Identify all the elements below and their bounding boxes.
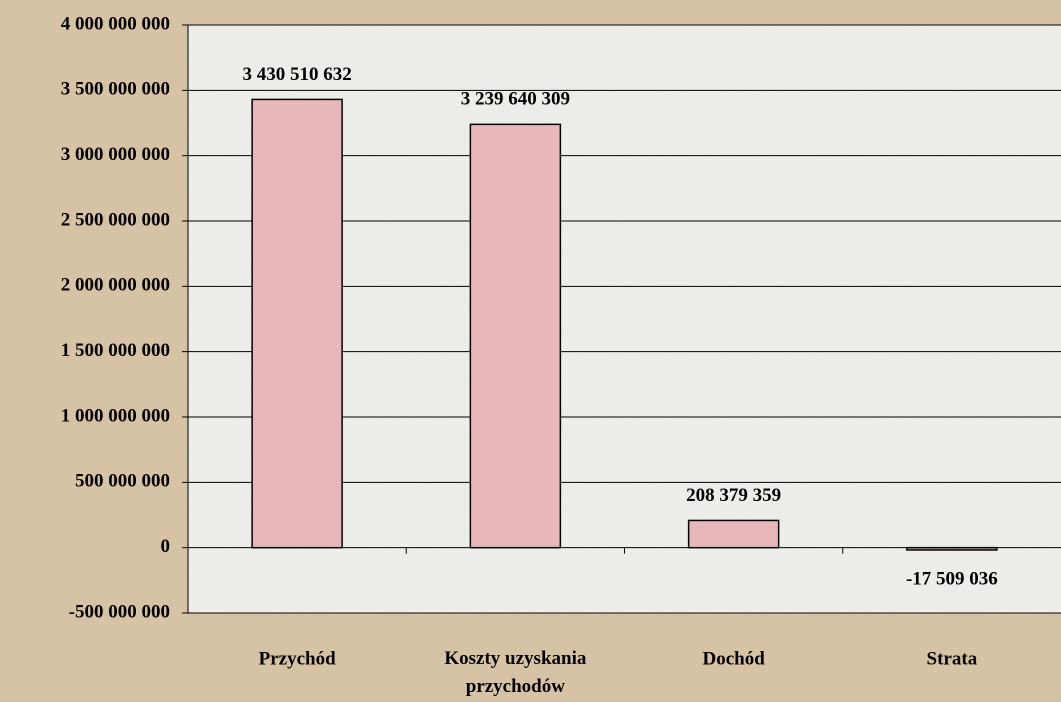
value-label: 3 430 510 632: [243, 64, 352, 85]
y-tick-label: 4 000 000 000: [61, 13, 170, 34]
y-tick-label: 1 500 000 000: [61, 340, 170, 361]
y-tick-label: 3 500 000 000: [61, 79, 170, 100]
y-tick-label: 1 000 000 000: [61, 405, 170, 426]
x-tick-label: Przychód: [259, 648, 336, 669]
bar: [906, 546, 998, 551]
y-tick-label: 0: [161, 536, 171, 557]
y-tick-label: -500 000 000: [69, 601, 170, 622]
x-tick-label: Strata: [927, 648, 978, 669]
y-tick-label: 3 000 000 000: [61, 144, 170, 165]
value-label: 208 379 359: [686, 485, 781, 506]
bar: [251, 98, 343, 549]
x-tick-label: Dochód: [702, 648, 765, 669]
y-tick-label: 2 000 000 000: [61, 275, 170, 296]
y-tick-label: 2 500 000 000: [61, 209, 170, 230]
value-label: 3 239 640 309: [461, 89, 570, 110]
value-label: -17 509 036: [906, 568, 998, 589]
x-tick-label: Koszty uzyskania przychodów: [444, 648, 586, 697]
y-tick-label: 500 000 000: [75, 471, 170, 492]
bar: [469, 123, 562, 549]
bar: [687, 519, 780, 549]
